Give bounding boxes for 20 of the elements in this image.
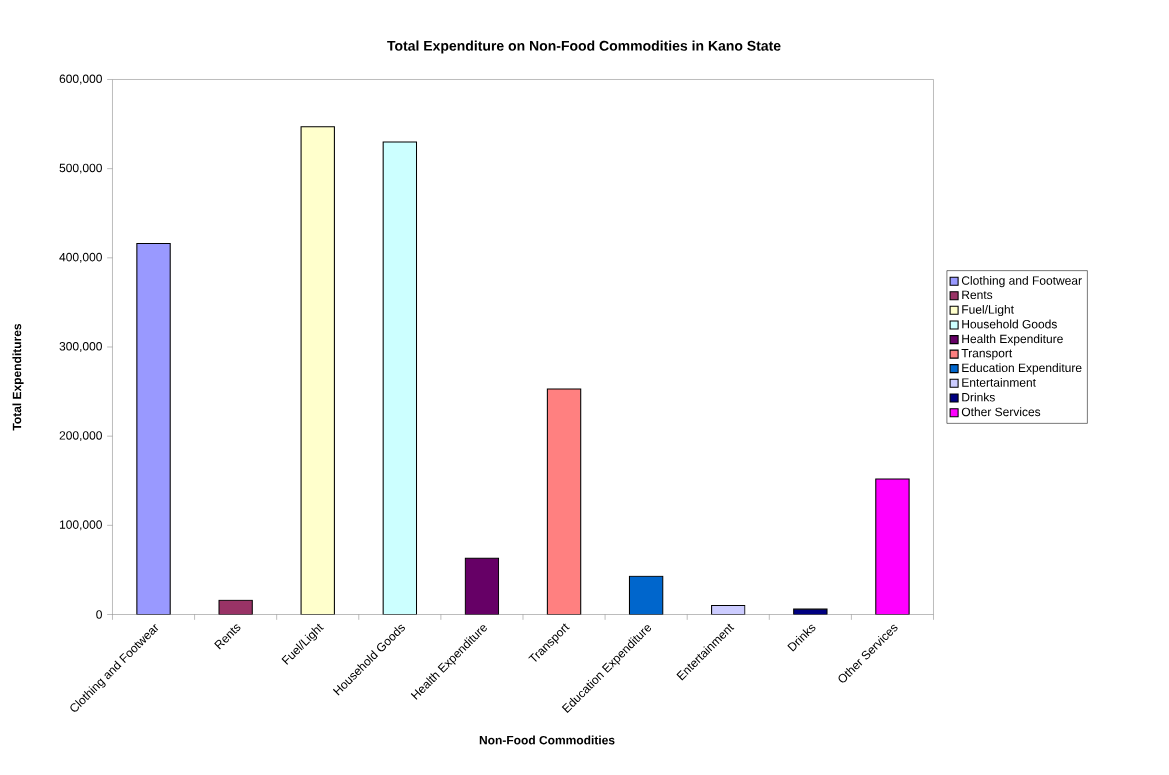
legend-label: Drinks [962,392,995,402]
legend-label: Rents [962,290,993,300]
x-axis-title: Non-Food Commodities [479,735,615,745]
y-tick-label: 600,000 [59,74,102,85]
legend-label: Other Services [961,407,1041,417]
legend-label: Entertainment [962,377,1036,387]
y-tick-label: 100,000 [59,520,102,531]
legend-label: Education Expenditure [962,363,1082,375]
legend-label: Transport [961,349,1013,360]
y-tick-label: 500,000 [59,163,102,174]
legend-label: Fuel/Light [962,304,1014,317]
legend-label: Health Expenditure [962,334,1063,346]
y-tick-label: 200,000 [59,431,102,442]
legend-label: Household Goods [962,319,1057,329]
chart-title: Total Expenditure on Non-Food Commodities in Kano State [387,40,781,54]
y-tick-label: 400,000 [59,252,102,263]
legend-label: Clothing and Footwear [961,275,1082,288]
y-tick-label: 300,000 [59,342,102,352]
y-axis-title: Total Expenditures [12,323,24,431]
y-tick-label: 0 [96,610,102,619]
